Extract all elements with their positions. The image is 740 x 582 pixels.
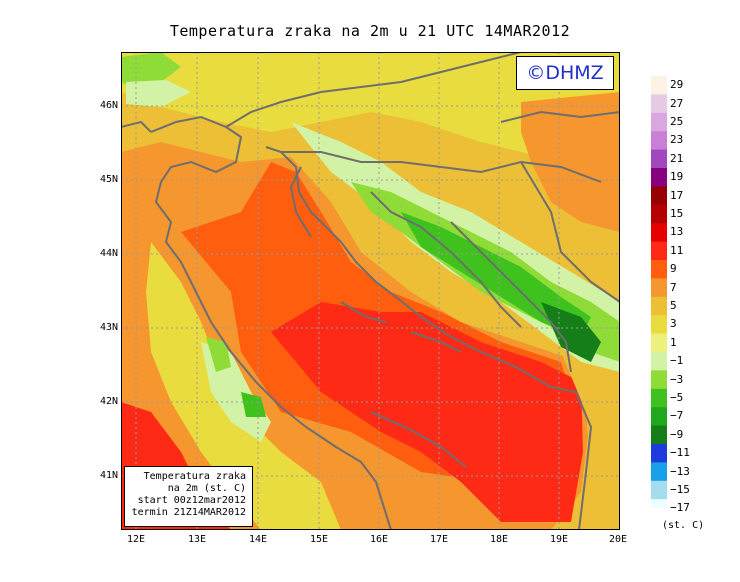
colorbar-swatch xyxy=(651,388,667,408)
colorbar-swatch xyxy=(651,444,667,463)
colorbar-label: −1 xyxy=(670,354,684,368)
colorbar-label: 11 xyxy=(670,243,684,257)
colorbar-swatch xyxy=(651,333,667,353)
colorbar-label: −17 xyxy=(670,501,690,515)
colorbar-swatch xyxy=(651,112,667,132)
lon-label-20e: 20E xyxy=(608,534,628,545)
colorbar-label: 19 xyxy=(670,170,684,184)
copyright-label: ©DHMZ xyxy=(516,56,614,90)
info-line-1: Temperatura zraka xyxy=(143,471,246,482)
colorbar-swatch xyxy=(651,315,667,335)
colorbar-label: 5 xyxy=(670,299,677,312)
lat-label-46n: 46N xyxy=(99,100,118,111)
temperature-field xyxy=(121,52,620,530)
colorbar-swatch xyxy=(651,352,667,371)
lon-label-12e: 12E xyxy=(126,534,146,545)
colorbar-label: 1 xyxy=(670,335,677,349)
colorbar-swatch xyxy=(651,241,667,261)
colorbar-swatch xyxy=(651,425,667,445)
colorbar-label: −3 xyxy=(670,372,684,386)
colorbar-unit: (st. C) xyxy=(662,520,705,531)
colorbar-swatch xyxy=(651,407,667,427)
lat-label-44n: 44N xyxy=(99,248,118,259)
graticule xyxy=(121,52,620,530)
colorbar-swatch xyxy=(651,149,667,169)
colorbar-label: −11 xyxy=(670,446,690,460)
colorbar-swatch xyxy=(651,131,667,151)
colorbar-label: 23 xyxy=(670,133,684,147)
info-line-2: na 2m (st. C) xyxy=(167,483,246,494)
lon-label-17e: 17E xyxy=(429,534,449,545)
page-title: Temperatura zraka na 2m u 21 UTC 14MAR20… xyxy=(169,22,571,40)
lon-label-16e: 16E xyxy=(369,534,389,545)
field-dinaric-darkest xyxy=(541,302,601,362)
field-north-yellow xyxy=(121,52,620,162)
colorbar-label: 25 xyxy=(670,115,684,128)
colorbar-swatch xyxy=(651,499,667,508)
colorbar-swatch xyxy=(651,260,667,279)
colorbar-swatch xyxy=(651,278,667,298)
colorbar-swatch xyxy=(651,204,667,224)
colorbar-label: 7 xyxy=(670,280,677,294)
field-northwest-lightgreen xyxy=(126,80,191,107)
lat-label-42n: 42N xyxy=(99,396,118,407)
colorbar-swatch xyxy=(651,223,667,243)
field-sea-red xyxy=(271,302,583,522)
colorbar-label: −15 xyxy=(670,483,690,496)
colorbar-swatch xyxy=(651,462,667,482)
info-line-4: termin 21Z14MAR2012 xyxy=(131,507,246,518)
temperature-map[interactable] xyxy=(121,52,620,530)
colorbar-swatch xyxy=(651,370,667,390)
lon-label-13e: 13E xyxy=(187,534,207,545)
colorbar-label: −5 xyxy=(670,391,684,404)
colorbar-label: 3 xyxy=(670,317,677,331)
colorbar-label: 21 xyxy=(670,151,684,165)
colorbar-label: 9 xyxy=(670,262,677,276)
colorbar-label: −9 xyxy=(670,427,684,441)
field-apennine-green xyxy=(206,337,231,372)
info-box: Temperatura zraka na 2m (st. C) start 00… xyxy=(124,466,253,527)
lon-label-18e: 18E xyxy=(489,534,509,545)
colorbar-swatch xyxy=(651,186,667,206)
lon-label-14e: 14E xyxy=(248,534,268,545)
colorbar-label: 15 xyxy=(670,207,684,220)
colorbar xyxy=(651,76,667,508)
colorbar-swatch xyxy=(651,76,667,95)
info-line-3: start 00z12mar2012 xyxy=(137,495,246,506)
field-south-coast-yellow xyxy=(561,352,620,530)
colorbar-label: 13 xyxy=(670,225,684,239)
colorbar-swatch xyxy=(651,480,667,500)
coastlines xyxy=(121,52,620,530)
colorbar-label: 17 xyxy=(670,188,684,202)
colorbar-label: −7 xyxy=(670,409,684,423)
colorbar-swatch xyxy=(651,296,667,316)
field-apennine-green2 xyxy=(241,392,266,417)
colorbar-label: −13 xyxy=(670,464,690,478)
field-northeast-orange xyxy=(521,92,620,232)
lon-label-19e: 19E xyxy=(549,534,569,545)
colorbar-swatch xyxy=(651,168,667,187)
field-apennine-yellow xyxy=(146,242,341,530)
colorbar-label: 27 xyxy=(670,96,684,110)
colorbar-label: 29 xyxy=(670,78,684,92)
colorbar-swatch xyxy=(651,94,667,114)
lat-label-41n: 41N xyxy=(99,470,118,481)
lat-label-45n: 45N xyxy=(99,174,118,185)
lat-label-43n: 43N xyxy=(99,322,118,333)
lon-label-15e: 15E xyxy=(309,534,329,545)
